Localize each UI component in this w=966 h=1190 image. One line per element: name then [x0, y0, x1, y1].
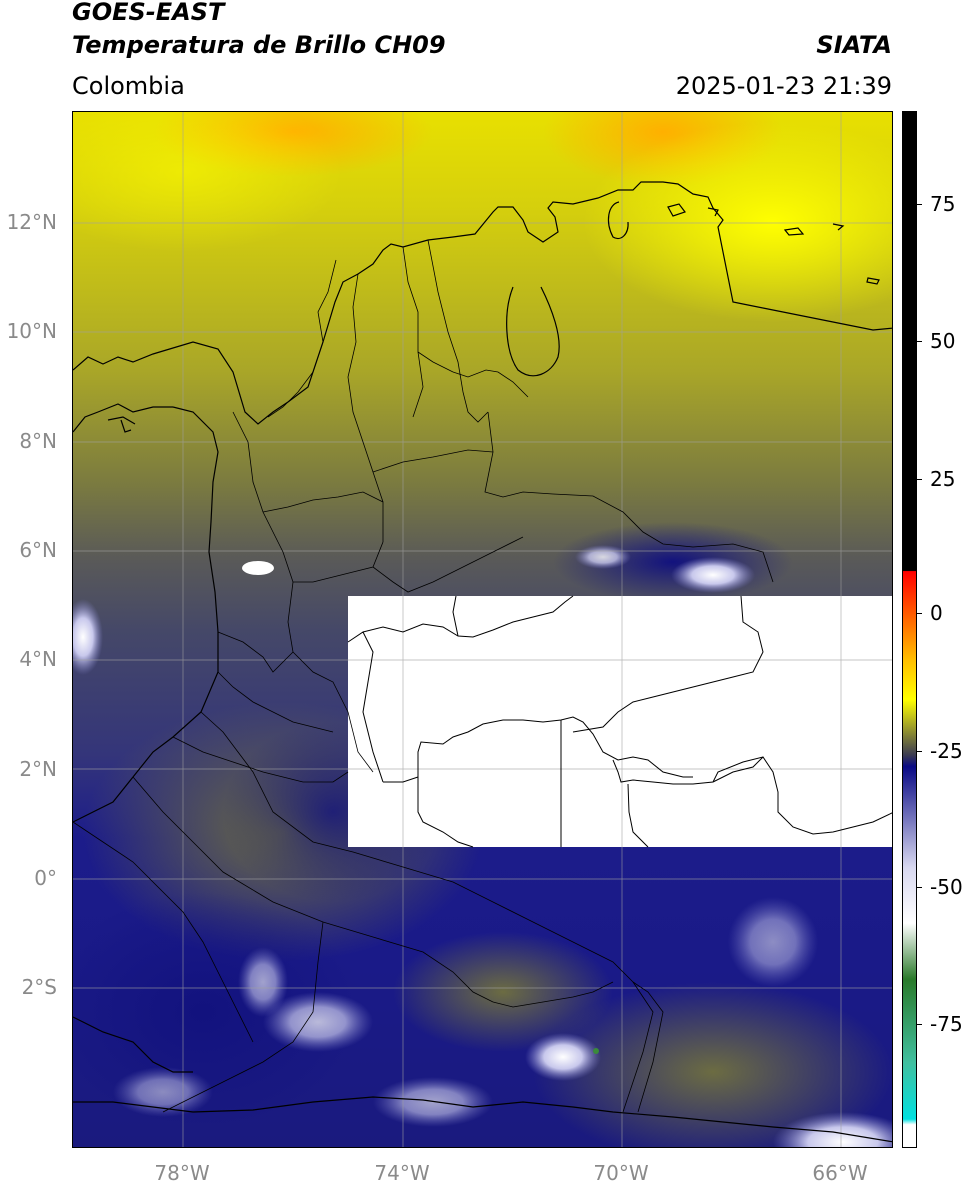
- colorbar-tick: [917, 341, 922, 342]
- lat-label: 8°N: [19, 429, 57, 453]
- lat-label: 12°N: [6, 210, 57, 234]
- colorbar-label: -75: [930, 1012, 963, 1036]
- missing-data-area: [348, 596, 892, 847]
- cold-cloud-3: [242, 561, 274, 575]
- region-label: Colombia: [72, 72, 185, 100]
- colorbar-tick: [917, 751, 922, 752]
- yellow-area-ne: [583, 122, 892, 322]
- lat-label: 2°N: [19, 757, 57, 781]
- cold-cloud-9: [773, 1112, 892, 1147]
- colorbar-label: -25: [930, 739, 963, 763]
- lat-label: 4°N: [19, 647, 57, 671]
- cold-cloud-8: [728, 897, 818, 987]
- colorbar-tick: [917, 204, 922, 205]
- colorbar-label: 25: [930, 467, 956, 491]
- lon-label: 66°W: [812, 1161, 868, 1185]
- yellow-area-nw: [73, 112, 343, 252]
- graticule: [73, 112, 892, 1147]
- lon-label: 78°W: [154, 1161, 210, 1185]
- cold-cloud-7: [238, 947, 288, 1017]
- colorbar-tick: [917, 613, 922, 614]
- cold-cloud-5: [525, 1033, 601, 1081]
- satellite-title: GOES-EAST: [72, 0, 225, 26]
- product-title: Temperatura de Brillo CH09: [72, 31, 446, 59]
- admin-boundaries: [73, 239, 774, 1113]
- map-svg: [73, 112, 892, 1147]
- colorbar-tick: [917, 887, 922, 888]
- cold-cloud-6: [263, 992, 373, 1052]
- lat-label: 6°N: [19, 538, 57, 562]
- colorbar-label: 50: [930, 329, 956, 353]
- cold-cloud-11: [113, 1067, 213, 1117]
- colorbar: [902, 111, 917, 1148]
- colorbar-tick: [917, 1024, 922, 1025]
- lat-label: 10°N: [6, 319, 57, 343]
- cold-cloud-1: [671, 557, 755, 593]
- lon-label: 70°W: [593, 1161, 649, 1185]
- olive-area-s: [393, 932, 613, 1052]
- cold-cloud-2: [575, 545, 631, 569]
- cold-cloud-4: [73, 599, 103, 675]
- olive-area-se: [533, 982, 892, 1147]
- colorbar-label: 0: [930, 601, 943, 625]
- timestamp: 2025-01-23 21:39: [675, 72, 892, 100]
- map-panel: [72, 111, 893, 1148]
- lat-label: 2°S: [21, 975, 57, 999]
- colorbar-label: 75: [930, 192, 956, 216]
- brand-label: SIATA: [816, 31, 892, 59]
- colorbar-tick: [917, 479, 922, 480]
- coldest-pixel: [593, 1048, 599, 1054]
- boundaries-in-missing-area: [347, 595, 892, 848]
- lon-label: 74°W: [374, 1161, 430, 1185]
- colorbar-label: -50: [930, 875, 963, 899]
- lat-label: 0°: [34, 866, 57, 890]
